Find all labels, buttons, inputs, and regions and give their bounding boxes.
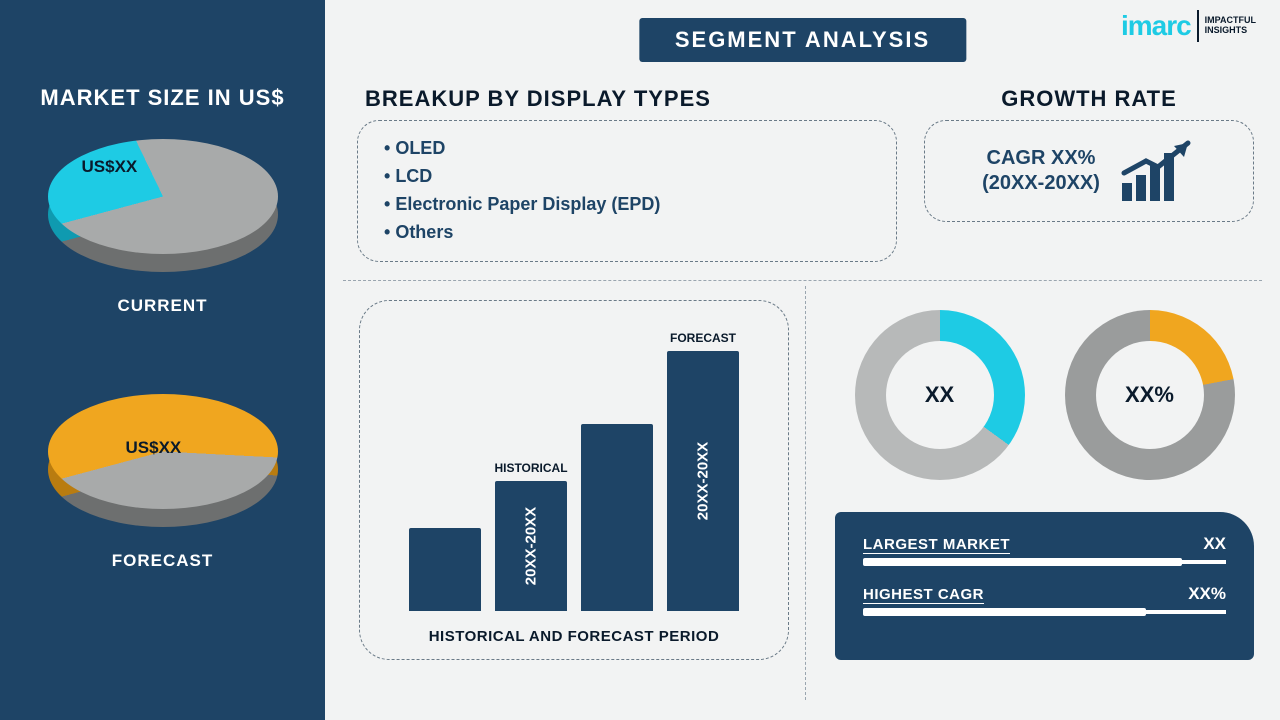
breakup-list: OLEDLCDElectronic Paper Display (EPD)Oth… (384, 135, 870, 247)
donut-row: XX XX% (835, 310, 1254, 480)
pie-forecast-value: US$XX (126, 438, 182, 458)
info-row: LARGEST MARKET XX (863, 534, 1226, 554)
info-row-value: XX% (1188, 584, 1226, 604)
pie-current-caption: CURRENT (117, 296, 207, 316)
info-row-bar (863, 560, 1226, 564)
info-row: HIGHEST CAGR XX% (863, 584, 1226, 604)
histogram-bar-in-label: 20XX-20XX (695, 442, 712, 520)
histogram-bar: FORECAST20XX-20XX (667, 351, 739, 611)
histogram-bar-top-label: HISTORICAL (494, 461, 567, 475)
histogram-section: HISTORICAL20XX-20XXFORECAST20XX-20XX HIS… (359, 300, 789, 660)
brand-divider (1197, 10, 1199, 42)
histogram-bar: HISTORICAL20XX-20XX (495, 481, 567, 611)
growth-text: CAGR XX%(20XX-20XX) (982, 146, 1100, 196)
sidebar: MARKET SIZE IN US$ US$XX CURRENT US$XX F… (0, 0, 325, 720)
histogram-bar (409, 528, 481, 611)
info-row-value: XX (1203, 534, 1226, 554)
divider-horizontal (343, 280, 1262, 281)
info-row-label: HIGHEST CAGR (863, 586, 984, 603)
info-row-label: LARGEST MARKET (863, 536, 1010, 553)
pie-current-value: US$XX (82, 157, 138, 177)
breakup-title: BREAKUP BY DISPLAY TYPES (365, 86, 897, 112)
growth-box: CAGR XX%(20XX-20XX) (924, 120, 1254, 222)
breakup-item: Electronic Paper Display (EPD) (384, 191, 870, 219)
growth-chart-icon (1118, 139, 1196, 203)
metrics-section: XX XX% LARGEST MARKET XX HIGHEST CAGR XX% (835, 310, 1254, 660)
pie-current: US$XX (48, 139, 278, 274)
histogram-bars: HISTORICAL20XX-20XXFORECAST20XX-20XX (360, 331, 788, 611)
histogram-bar-top-label: FORECAST (670, 331, 736, 345)
histogram-bar (581, 424, 653, 611)
donut-value: XX% (1096, 341, 1204, 449)
brand-wordmark: imarc (1121, 10, 1191, 42)
sidebar-title: MARKET SIZE IN US$ (40, 85, 284, 111)
brand-logo: imarc IMPACTFULINSIGHTS (1121, 10, 1256, 42)
donut-chart: XX% (1065, 310, 1235, 480)
breakup-box: OLEDLCDElectronic Paper Display (EPD)Oth… (357, 120, 897, 262)
breakup-section: BREAKUP BY DISPLAY TYPES OLEDLCDElectron… (357, 86, 897, 262)
growth-section: GROWTH RATE CAGR XX%(20XX-20XX) (924, 86, 1254, 222)
brand-tagline: IMPACTFULINSIGHTS (1205, 16, 1256, 36)
histogram-bar-in-label: 20XX-20XX (523, 507, 540, 585)
histogram-box: HISTORICAL20XX-20XXFORECAST20XX-20XX HIS… (359, 300, 789, 660)
pie-forecast: US$XX (48, 394, 278, 529)
breakup-item: OLED (384, 135, 870, 163)
growth-title: GROWTH RATE (924, 86, 1254, 112)
breakup-item: Others (384, 219, 870, 247)
divider-vertical (805, 286, 806, 700)
info-row-bar (863, 610, 1226, 614)
donut-chart: XX (855, 310, 1025, 480)
info-card: LARGEST MARKET XX HIGHEST CAGR XX% (835, 512, 1254, 660)
segment-title: SEGMENT ANALYSIS (639, 18, 966, 62)
pie-forecast-caption: FORECAST (112, 551, 214, 571)
donut-value: XX (886, 341, 994, 449)
breakup-item: LCD (384, 163, 870, 191)
histogram-caption: HISTORICAL AND FORECAST PERIOD (360, 628, 788, 645)
main-panel: imarc IMPACTFULINSIGHTS SEGMENT ANALYSIS… (325, 0, 1280, 720)
